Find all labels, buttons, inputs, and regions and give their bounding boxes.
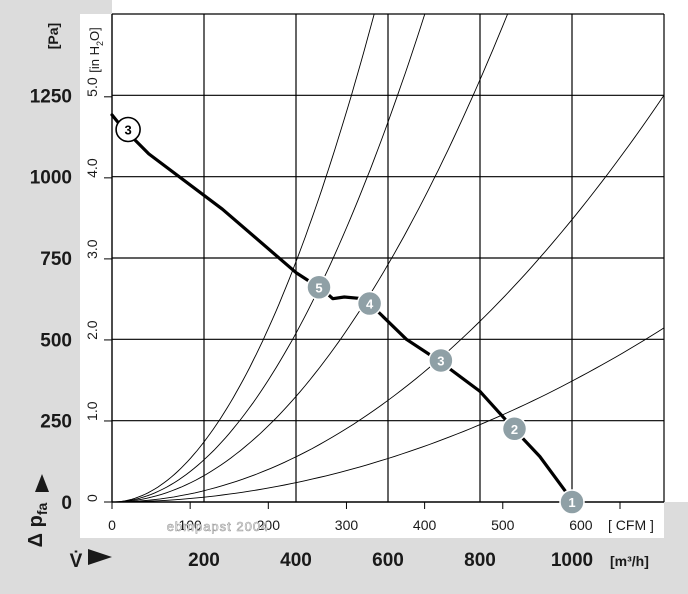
operating-point-marker — [428, 347, 454, 374]
cfm-tick-label: 100 — [178, 517, 202, 533]
inh2o-tick-label: 4.0 — [84, 158, 100, 178]
cfm-unit-label: [ CFM ] — [608, 517, 654, 533]
inh2o-tick-label: 1.0 — [84, 401, 100, 421]
m3h-tick-label: 400 — [280, 550, 312, 571]
m3h-tick-label: 600 — [372, 550, 404, 571]
inh2o-unit-label: [in H2O] — [87, 27, 105, 72]
m3h-unit-label: [m³/h] — [610, 553, 649, 569]
m3h-tick-label: 1000 — [551, 550, 593, 571]
pressure-arrow-icon — [35, 474, 49, 492]
inh2o-tick-label: 3.0 — [84, 239, 100, 259]
system-curve — [111, 13, 509, 503]
flow-arrow-icon — [88, 549, 112, 565]
pa-tick-label: 0 — [61, 493, 72, 514]
cfm-tick-label: 600 — [569, 517, 593, 533]
operating-point-marker — [501, 416, 528, 442]
m3h-tick-label: 200 — [188, 550, 220, 571]
curve-tag-label: 3 — [124, 122, 131, 137]
system-curve — [111, 13, 375, 503]
operating-point-label: 2 — [511, 422, 518, 437]
system-curve — [111, 13, 426, 503]
fan-curve-group — [110, 113, 570, 496]
operating-points: 1 2 3 4 5 3 — [115, 116, 585, 515]
cfm-tick-label: 200 — [257, 517, 281, 533]
curve-tag-marker — [115, 116, 141, 143]
pa-unit-label: [Pa] — [45, 23, 61, 49]
operating-point-label: 3 — [437, 353, 444, 368]
operating-point-marker — [356, 290, 383, 317]
cfm-tick-label: 0 — [108, 517, 116, 533]
pa-tick-label: 1000 — [30, 168, 72, 189]
watermark: ebmpapst 2004 — [167, 519, 270, 534]
inh2o-tick-label: 5.0 — [84, 77, 100, 97]
pressure-symbol: Δ pfa — [25, 502, 50, 547]
pa-tick-label: 250 — [40, 412, 72, 433]
pa-tick-label: 1250 — [30, 86, 72, 107]
inh2o-tick-label: 0 — [84, 494, 100, 502]
system-curves — [111, 13, 665, 503]
system-curve — [112, 327, 665, 503]
cfm-tick-label: 300 — [335, 517, 359, 533]
pa-tick-label: 500 — [40, 330, 72, 351]
cfm-tick-label: 500 — [491, 517, 515, 533]
fan-curve — [110, 113, 570, 496]
operating-point-marker — [559, 489, 585, 515]
flow-symbol: V̇ — [70, 550, 83, 572]
operating-point-marker — [306, 274, 332, 301]
operating-point-label: 1 — [568, 495, 575, 510]
cfm-tick-label: 400 — [413, 517, 437, 533]
pa-tick-label: 750 — [40, 249, 72, 270]
operating-point-label: 4 — [366, 297, 374, 312]
m3h-tick-label: 800 — [464, 550, 496, 571]
inh2o-tick-label: 2.0 — [84, 320, 100, 340]
operating-point-label: 5 — [315, 280, 322, 295]
system-curve — [111, 95, 665, 503]
